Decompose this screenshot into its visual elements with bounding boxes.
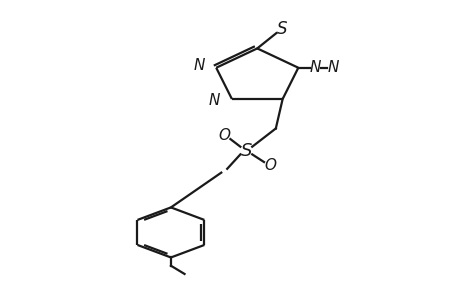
Text: O: O [218, 128, 230, 143]
Text: N: N [193, 58, 204, 73]
Text: O: O [263, 158, 275, 173]
Text: N: N [208, 93, 220, 108]
Text: S: S [240, 142, 252, 160]
Text: N: N [326, 60, 338, 75]
Text: N: N [309, 60, 320, 75]
Text: S: S [276, 20, 287, 38]
